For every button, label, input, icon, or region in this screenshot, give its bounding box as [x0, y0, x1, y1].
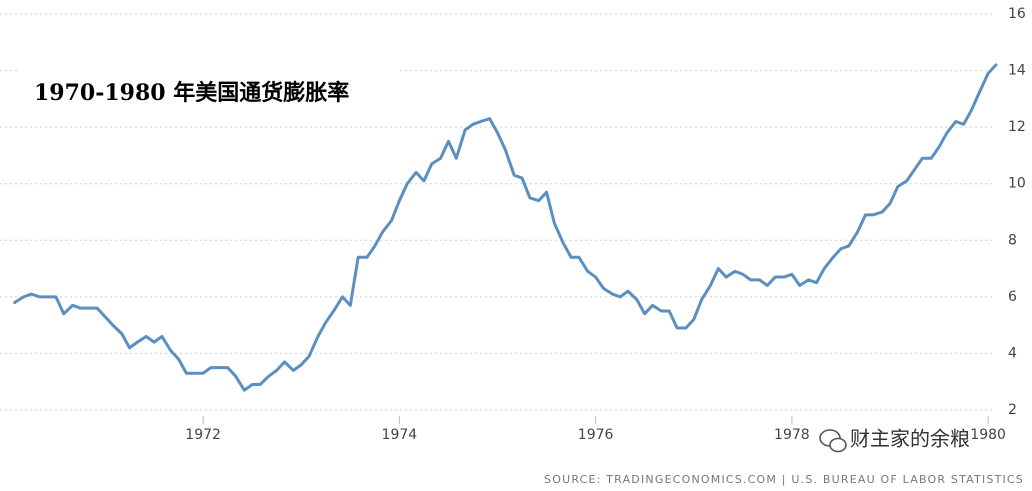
title-box [20, 68, 400, 120]
watermark: 财主家的余粮 [850, 427, 970, 451]
chart-title: 1970-1980 年美国通货膨胀率 [34, 80, 349, 106]
x-tick-label: 1980 [970, 427, 1006, 443]
y-tick-label: 16 [1008, 6, 1026, 22]
y-tick-label: 14 [1008, 63, 1026, 79]
y-tick-label: 12 [1008, 119, 1026, 135]
y-tick-label: 2 [1008, 402, 1017, 418]
x-tick-label: 1978 [774, 427, 810, 443]
y-tick-label: 10 [1008, 176, 1026, 192]
y-tick-label: 6 [1008, 289, 1017, 305]
y-tick-label: 8 [1008, 232, 1017, 248]
x-tick-label: 1974 [382, 427, 418, 443]
x-tick-label: 1976 [578, 427, 614, 443]
line [13, 63, 998, 392]
watermark-icon [819, 429, 847, 453]
source: SOURCE: TRADINGECONOMICS.COM | U.S. BURE… [544, 473, 1024, 486]
y-tick-label: 4 [1008, 345, 1017, 361]
x-tick-label: 1972 [185, 427, 221, 443]
